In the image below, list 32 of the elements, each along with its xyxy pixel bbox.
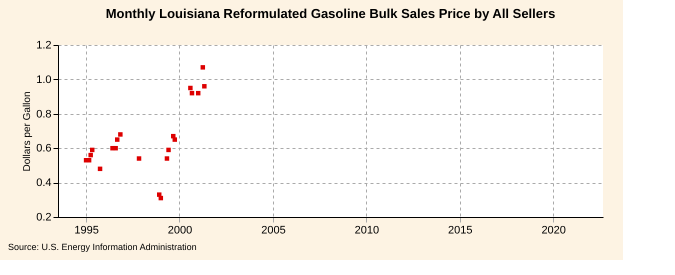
x-tick-label: 2010	[354, 224, 380, 236]
point	[86, 158, 92, 162]
source-note: Source: U.S. Energy Information Administration	[8, 242, 197, 252]
x-tick-label: 2005	[261, 224, 286, 236]
point	[190, 90, 194, 96]
x-tick-label: 1995	[74, 224, 99, 236]
point	[196, 90, 200, 96]
y-tick-label: 0.8	[36, 108, 52, 120]
point	[164, 156, 170, 161]
y-tick-label: 1.2	[36, 40, 52, 52]
point	[136, 156, 142, 161]
point	[188, 86, 193, 90]
point	[118, 132, 123, 137]
x-tick-label: 2020	[541, 224, 566, 236]
y-tick-label: 1.0	[36, 74, 52, 86]
point	[202, 84, 207, 89]
x-tick-label: 2015	[448, 224, 473, 236]
y-tick-label: 0.2	[36, 212, 52, 224]
point	[88, 152, 93, 158]
y-tick-label: 0.6	[36, 142, 52, 155]
point	[115, 137, 120, 142]
point	[98, 166, 102, 172]
point	[166, 148, 171, 152]
point	[200, 65, 206, 70]
y-axis-title: Dollars per Gallon	[22, 91, 34, 172]
point	[113, 146, 118, 150]
point	[158, 196, 164, 200]
y-tick-label: 0.4	[36, 177, 52, 190]
point	[90, 148, 94, 152]
point	[172, 137, 178, 142]
x-tick-label: 2000	[168, 224, 192, 236]
chart-title: Monthly Louisiana Reformulated Gasoline Bulk Sales Price by All Sellers	[106, 6, 556, 21]
